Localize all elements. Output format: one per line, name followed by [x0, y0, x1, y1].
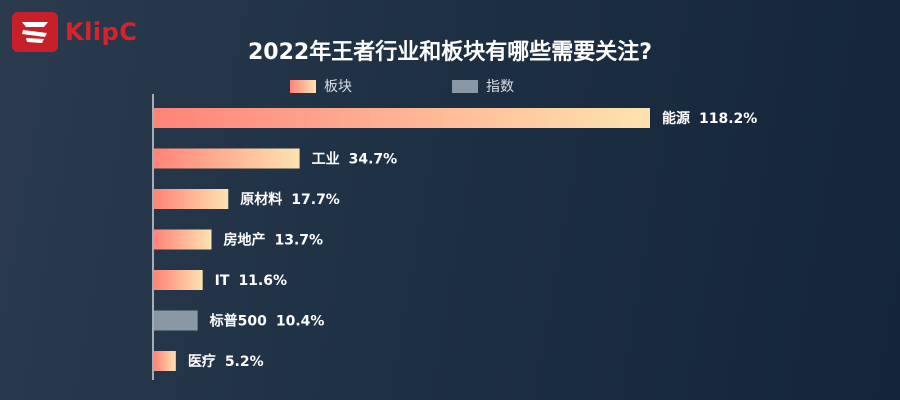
bar-value-6: 5.2% — [225, 354, 264, 370]
bar-4 — [154, 270, 203, 290]
legend-label-sector: 板块 — [324, 79, 352, 95]
logo-text: KlipC — [65, 18, 138, 46]
bar-category-4: IT — [215, 273, 230, 289]
bar-1 — [154, 148, 300, 169]
bar-category-0: 能源 — [662, 110, 690, 127]
bar-value-4: 11.6% — [238, 273, 287, 289]
bar-value-0: 118.2% — [699, 111, 757, 127]
legend-item-index: 指数 — [452, 76, 514, 96]
bar-label-4: IT 11.6% — [215, 273, 287, 289]
bar-label-1: 工业 34.7% — [312, 152, 398, 168]
bar-label-6: 医疗 5.2% — [188, 353, 264, 370]
chart-legend: 板块 指数 — [0, 76, 900, 98]
bar-2 — [154, 189, 229, 209]
bar-category-1: 工业 — [312, 152, 340, 168]
bar-value-3: 13.7% — [274, 233, 323, 249]
bar-value-2: 17.7% — [291, 192, 340, 208]
legend-swatch-index — [452, 79, 478, 93]
bar-0 — [154, 108, 650, 128]
bar-category-2: 原材料 — [240, 191, 282, 208]
bar-label-2: 原材料 17.7% — [240, 191, 340, 208]
legend-item-sector: 板块 — [290, 76, 352, 96]
bar-6 — [154, 351, 176, 371]
bar-value-5: 10.4% — [276, 314, 325, 330]
bar-3 — [154, 229, 212, 250]
chart-title: 2022年王者行业和板块有哪些需要关注? — [248, 40, 652, 65]
bar-label-3: 房地产 13.7% — [223, 232, 323, 249]
bar-label-0: 能源 118.2% — [662, 110, 757, 127]
bars-group: 能源 118.2% 工业 34.7% 原材料 17.7% 房地产 13.7% IT 11.6% 标普… — [154, 108, 757, 371]
bar-category-3: 房地产 — [223, 232, 265, 249]
bar-category-6: 医疗 — [188, 353, 216, 370]
bar-category-5: 标普500 — [209, 313, 267, 330]
legend-swatch-sector — [290, 79, 316, 93]
bar-label-5: 标普500 10.4% — [209, 313, 325, 330]
klipc-logo: KlipC — [12, 12, 137, 52]
legend-label-index: 指数 — [486, 79, 514, 95]
logo-badge-icon — [12, 12, 58, 52]
bar-value-1: 34.7% — [349, 152, 398, 168]
bar-5 — [154, 310, 198, 331]
